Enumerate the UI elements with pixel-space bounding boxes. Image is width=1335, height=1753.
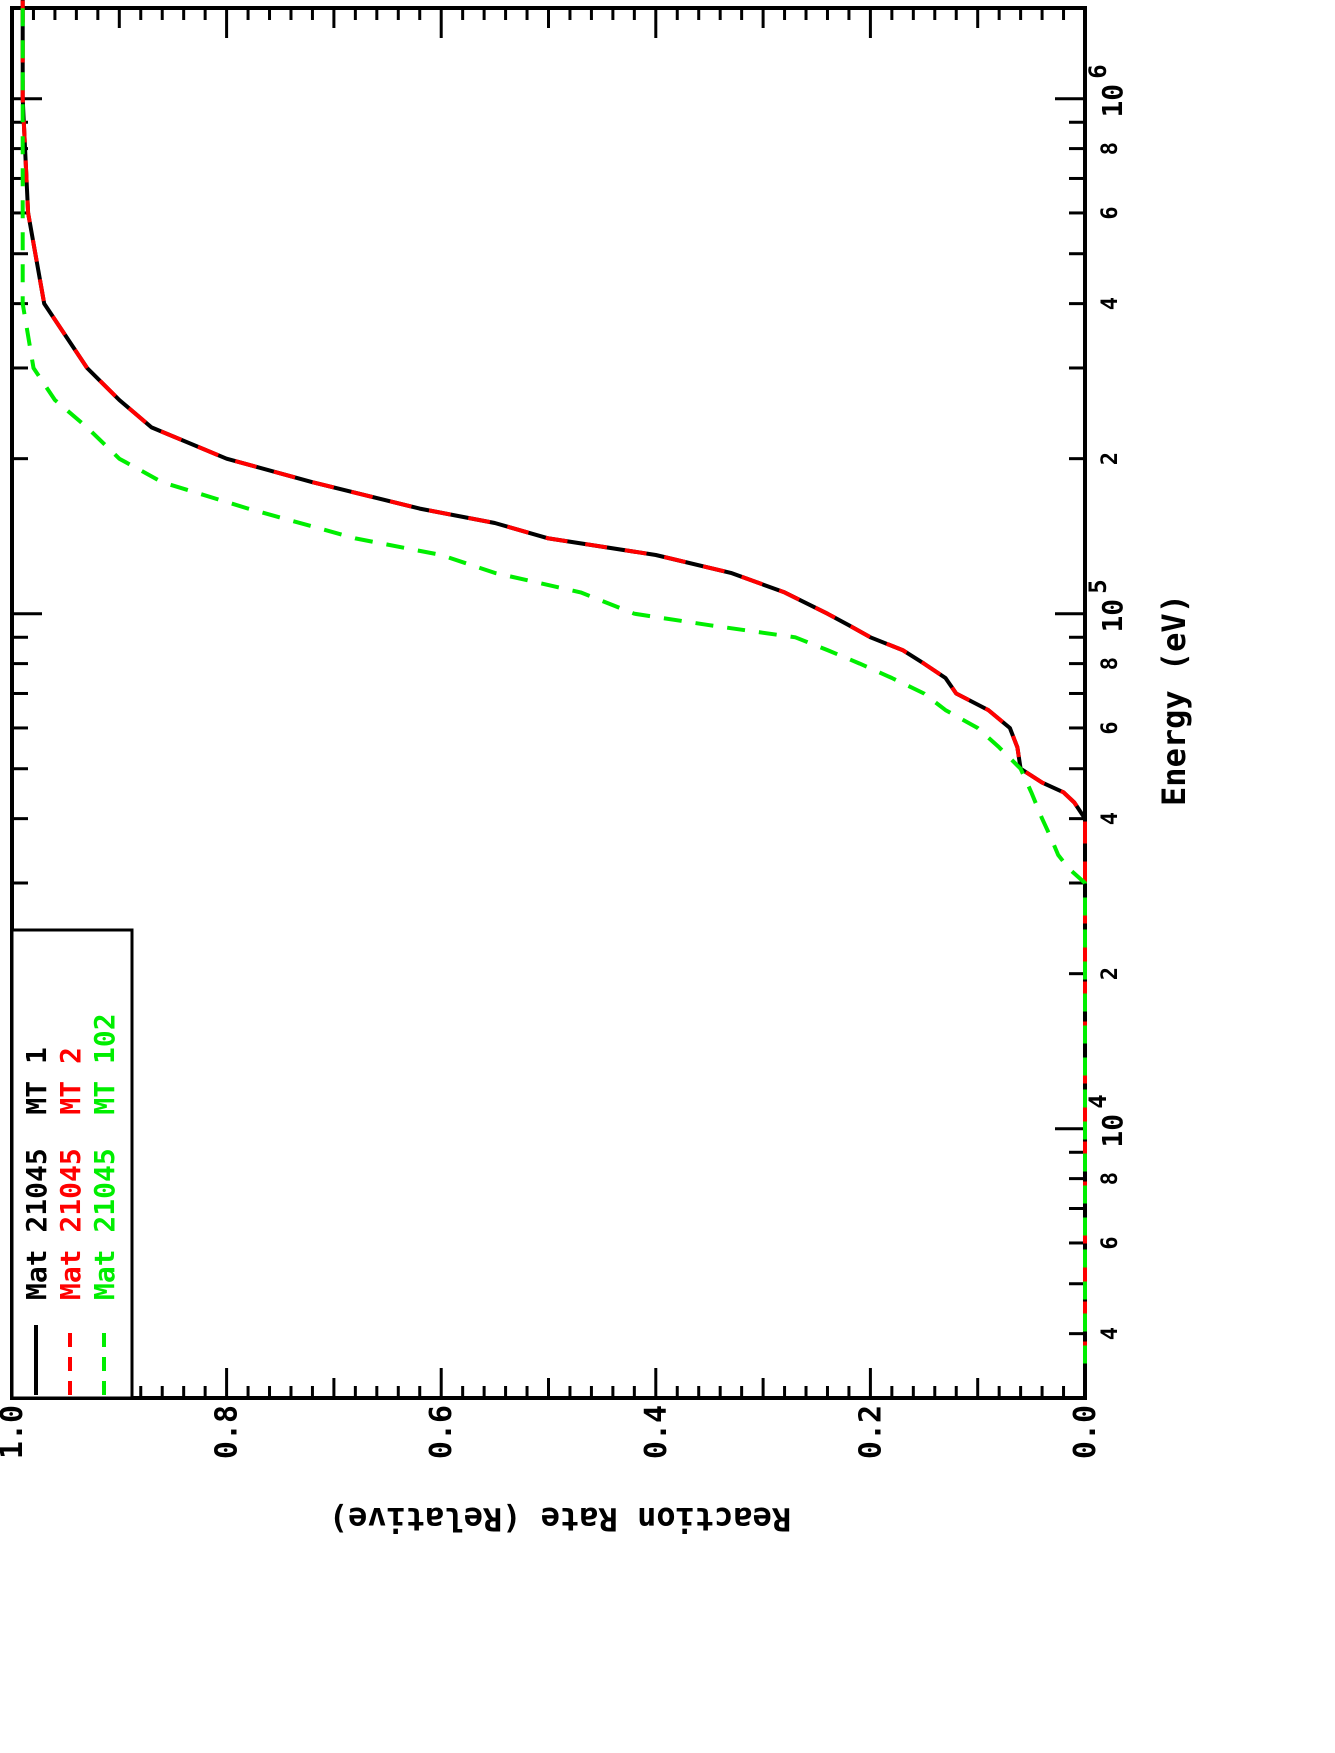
y-axis-tick-labels: 0.0 0.2 0.4 0.6 0.8 1.0 [0,1405,1103,1459]
x-minor-tick-label: 2 [1098,967,1123,980]
x-minor-tick-label: 8 [1098,1172,1123,1185]
series-line-2 [20,0,1087,1364]
x-minor-tick-label: 4 [1098,812,1123,825]
legend-entry: Mat 21045 MT 1 [20,1047,53,1300]
x-tick-label-base: 10 [1096,1114,1129,1148]
x-minor-tick-label: 4 [1098,297,1123,310]
plot-frame [10,6,1087,1400]
series-line-3 [20,0,1087,1364]
legend-entry: Mat 21045 MT 2 [54,1047,87,1300]
y-axis-title: Reaction Rate (Relative) [329,1500,791,1538]
series-line-1 [20,0,1087,1364]
x-major-tick-label: 104 [1084,1094,1129,1147]
x-tick-label-exp: 6 [1084,64,1112,78]
y-tick-label: 0.0 [1068,1405,1103,1459]
x-major-tick-label: 105 [1084,579,1129,632]
y-tick-label: 1.0 [0,1405,30,1459]
y-tick-label: 0.6 [424,1405,459,1459]
x-minor-tick-label: 6 [1098,1236,1123,1249]
legend: Mat 21045 MT 1 Mat 21045 MT 2 Mat 21045 MT… [10,928,134,1400]
x-tick-label-exp: 4 [1084,1094,1112,1108]
x-minor-tick-label: 8 [1098,142,1123,155]
x-minor-tick-label: 6 [1098,206,1123,219]
x-axis-ticks [12,97,1085,1400]
y-axis-ticks [10,8,1087,1398]
x-minor-tick-label: 8 [1098,657,1123,670]
x-major-tick-label: 106 [1084,64,1129,117]
x-minor-tick-label: 4 [1098,1327,1123,1340]
y-tick-label: 0.2 [853,1405,888,1459]
x-tick-label-base: 10 [1096,599,1129,633]
x-tick-label-base: 10 [1096,84,1129,118]
legend-entry: Mat 21045 MT 102 [88,1013,121,1300]
plot-area [10,6,1087,1400]
legend-box [10,928,134,1400]
y-tick-label: 0.4 [639,1405,674,1459]
series-lines [20,0,1087,1364]
x-tick-label-exp: 5 [1084,579,1112,593]
x-axis-title: Energy (eV) [1155,594,1193,806]
x-minor-tick-label: 2 [1098,452,1123,465]
axis-titles: Energy (eV) Reaction Rate (Relative) [329,594,1193,1538]
x-minor-tick-label: 6 [1098,721,1123,734]
y-tick-label: 0.8 [210,1405,245,1459]
